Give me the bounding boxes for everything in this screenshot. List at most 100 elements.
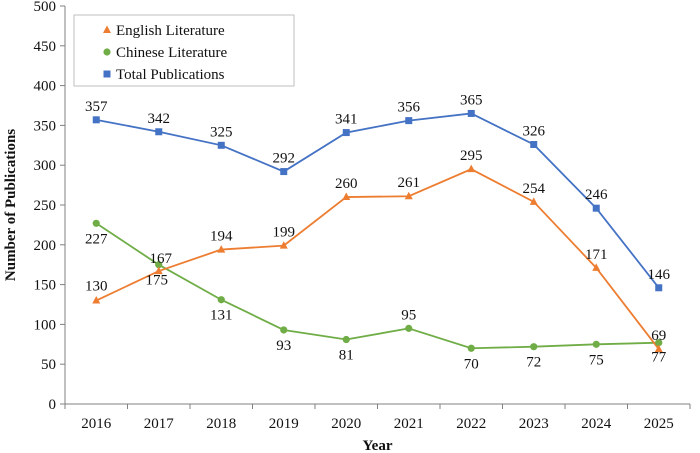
english-literature-data-label: 254 — [523, 181, 546, 197]
chinese-literature-line — [95, 222, 659, 350]
english-literature-point — [654, 344, 663, 353]
english-literature-point — [342, 192, 351, 201]
chinese-literature-point — [467, 344, 475, 352]
chinese-literature-point — [405, 324, 413, 332]
chinese-literature-data-label: 93 — [276, 338, 291, 354]
total-publications-line — [96, 112, 660, 289]
english-literature-data-label: 260 — [335, 176, 358, 192]
english-literature-data-label: 295 — [460, 148, 483, 164]
total-publications-point — [405, 117, 413, 125]
x-tick-label: 2020 — [331, 416, 361, 432]
english-literature-point — [154, 266, 163, 275]
english-literature-point — [92, 296, 101, 304]
y-tick-label: 450 — [34, 39, 57, 55]
y-tick-label: 100 — [34, 317, 57, 333]
english-literature-data-label: 194 — [210, 229, 233, 245]
x-tick-label: 2018 — [206, 416, 236, 432]
y-tick-label: 200 — [34, 238, 57, 254]
legend-marker-total-publications — [103, 70, 111, 78]
total-publications-point — [217, 141, 225, 149]
legend-label-total-publications: Total Publications — [116, 67, 225, 83]
total-publications-point — [655, 284, 663, 292]
chinese-literature-data-label: 77 — [651, 350, 667, 366]
data-labels: 227 175 131 93 81 95 70 72 75 77 130 167 194 199 260 26… — [85, 92, 671, 372]
y-tick-label: 0 — [49, 397, 57, 413]
english-literature-point — [404, 191, 413, 200]
x-tick-label: 2017 — [144, 416, 175, 432]
y-tick-label: 350 — [34, 118, 57, 134]
english-literature-data-label: 171 — [585, 247, 608, 263]
chinese-literature-point — [280, 326, 288, 334]
english-literature-point — [529, 197, 538, 205]
x-tick-label: 2019 — [269, 416, 299, 432]
english-literature-data-label: 199 — [273, 225, 296, 241]
axes — [60, 5, 691, 409]
y-tick-label: 150 — [34, 278, 57, 294]
total-publications-data-label: 292 — [273, 151, 296, 167]
series-lines — [95, 112, 660, 350]
english-literature-point — [592, 263, 601, 271]
chinese-literature-data-label: 131 — [210, 308, 233, 324]
total-publications-data-label: 246 — [585, 187, 608, 203]
total-publications-data-label: 356 — [398, 100, 421, 116]
chinese-literature-data-label: 70 — [464, 356, 479, 372]
x-tick-label: 2023 — [519, 416, 549, 432]
chinese-literature-data-label: 227 — [85, 231, 108, 247]
total-publications-data-label: 365 — [460, 92, 483, 108]
y-tick-label: 250 — [34, 198, 57, 214]
legend-box — [73, 14, 295, 87]
english-literature-line — [95, 168, 660, 350]
chinese-literature-point — [342, 335, 350, 344]
y-tick-label: 500 — [34, 0, 57, 15]
total-publications-point — [467, 109, 475, 117]
total-publications-data-label: 146 — [648, 267, 671, 283]
chinese-literature-data-label: 72 — [526, 355, 541, 371]
legend-marker-english-literature — [103, 25, 111, 33]
total-publications-point — [155, 128, 163, 136]
english-literature-data-label: 261 — [398, 175, 421, 191]
english-literature-data-label: 130 — [85, 279, 108, 295]
total-publications-data-label: 326 — [523, 124, 546, 140]
chinese-literature-data-label: 75 — [589, 352, 604, 368]
english-literature-point — [467, 164, 476, 173]
chinese-literature-point — [530, 343, 538, 351]
legend-marker-chinese-literature — [103, 48, 111, 56]
total-publications-point — [592, 204, 600, 212]
chinese-literature-point — [92, 219, 100, 227]
chinese-literature-data-label: 81 — [339, 348, 354, 364]
y-tick-label: 300 — [34, 158, 57, 174]
chinese-literature-point — [217, 296, 225, 304]
english-literature-point — [217, 245, 226, 253]
x-tick-label: 2025 — [644, 416, 674, 432]
total-publications-point — [280, 168, 288, 176]
total-publications-point — [342, 129, 350, 137]
total-publications-point — [530, 141, 538, 149]
series-markers — [92, 109, 663, 353]
total-publications-data-label: 325 — [210, 124, 233, 140]
english-literature-data-label: 69 — [651, 328, 666, 344]
legend: English Literature Chinese Literature Tota… — [73, 14, 295, 87]
x-tick-label: 2022 — [456, 416, 486, 432]
chinese-literature-point — [655, 339, 663, 347]
total-publications-data-label: 342 — [148, 111, 171, 127]
y-tick-label: 400 — [34, 79, 57, 95]
x-tick-label: 2016 — [81, 416, 112, 432]
tick-labels: 0 50 100 150 200 250 300 350 400 450 500 2016 2017 20… — [34, 0, 674, 432]
english-literature-point — [279, 241, 288, 249]
total-publications-data-label: 341 — [335, 112, 358, 128]
chinese-literature-data-label: 175 — [146, 273, 169, 289]
chinese-literature-point — [155, 261, 163, 269]
y-tick-label: 50 — [41, 357, 56, 373]
english-literature-data-label: 167 — [150, 251, 173, 267]
y-axis-title: Number of Publications — [3, 129, 19, 281]
chinese-literature-data-label: 95 — [401, 307, 416, 323]
legend-label-english-literature: English Literature — [116, 23, 225, 39]
x-tick-label: 2024 — [581, 416, 612, 432]
chinese-literature-point — [592, 340, 600, 348]
legend-label-chinese-literature: Chinese Literature — [116, 45, 228, 61]
total-publications-point — [92, 116, 100, 124]
total-publications-data-label: 357 — [85, 99, 108, 115]
x-axis-title: Year — [363, 438, 393, 453]
